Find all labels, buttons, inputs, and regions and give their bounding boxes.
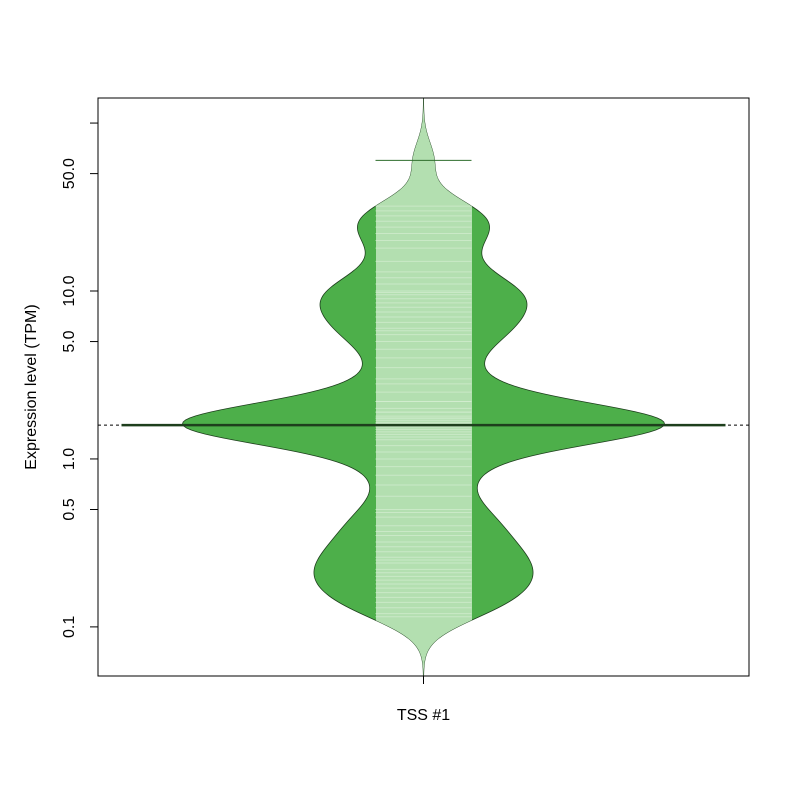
x-tick-label: TSS #1 [397,707,450,724]
y-tick-label: 0.5 [61,498,78,520]
bean-band [376,98,472,676]
y-tick-label: 5.0 [61,330,78,352]
y-tick-label: 50.0 [61,158,78,189]
y-axis-label: Expression level (TPM) [23,304,40,469]
y-tick-label: 10.0 [61,275,78,306]
plot-frame [97,97,750,677]
y-tick-label: 0.1 [61,616,78,638]
plot-area [98,98,749,676]
y-tick-label: 1.0 [61,448,78,470]
